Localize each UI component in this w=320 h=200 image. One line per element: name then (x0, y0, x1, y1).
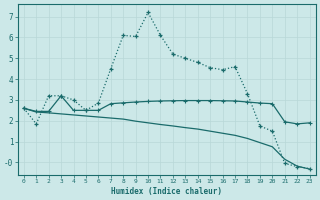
X-axis label: Humidex (Indice chaleur): Humidex (Indice chaleur) (111, 187, 222, 196)
